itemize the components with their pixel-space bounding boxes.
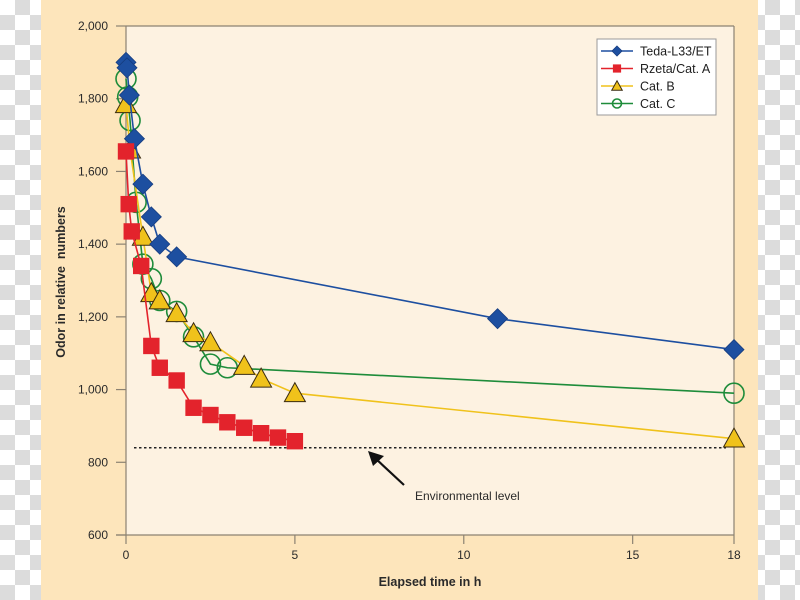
data-point-diamond <box>723 339 745 361</box>
series-rzeta-cat-a <box>117 143 304 450</box>
y-axis: 600 800 1,000 1,200 1,400 1,600 1,800 2,000 <box>78 19 735 542</box>
data-point-square <box>185 399 202 416</box>
y-tick-label: 2,000 <box>78 19 108 33</box>
y-tick-label: 600 <box>88 528 108 542</box>
y-tick-label: 1,800 <box>78 92 108 106</box>
data-point-square <box>120 195 137 213</box>
x-tick-label: 10 <box>457 548 471 562</box>
data-point-square <box>252 425 270 442</box>
data-point-diamond <box>118 84 140 106</box>
data-point-square <box>236 419 253 436</box>
data-point-circle <box>723 382 745 405</box>
data-point-circle <box>199 353 222 375</box>
legend-label: Cat. B <box>640 80 675 94</box>
data-point-square <box>151 359 168 376</box>
data-point-square <box>202 406 219 424</box>
legend-item: Cat. B <box>601 80 675 94</box>
legend-square-icon <box>612 64 622 73</box>
annotation-environmental-level: Environmental level <box>415 489 520 503</box>
legend-item: Cat. C <box>601 97 675 111</box>
legend-label: Rzeta/Cat. A <box>640 62 711 76</box>
series-line <box>125 62 735 351</box>
data-point-triangle <box>722 427 746 448</box>
legend-triangle-icon <box>610 79 624 91</box>
legend-label: Teda-L33/ET <box>640 45 712 59</box>
data-point-square <box>143 337 160 355</box>
y-tick-label: 800 <box>88 455 108 469</box>
data-point-square <box>117 143 135 160</box>
data-point-square <box>269 429 287 446</box>
legend-circle-icon <box>611 98 623 109</box>
data-point-triangle <box>249 367 273 388</box>
data-point-triangle <box>148 288 172 310</box>
y-axis-title: Odor in relative numbers <box>54 206 68 357</box>
y-tick-label: 1,400 <box>78 237 108 251</box>
series-cat-b <box>114 92 746 448</box>
data-point-diamond <box>486 308 509 330</box>
data-point-triangle <box>165 301 189 323</box>
data-point-diamond <box>140 206 162 228</box>
data-point-triangle <box>199 330 222 352</box>
legend: Teda-L33/ET Rzeta/Cat. A Cat. B Cat. C <box>596 38 717 116</box>
x-tick-label: 15 <box>626 548 640 562</box>
data-point-square <box>286 432 304 450</box>
data-point-diamond <box>132 173 154 195</box>
data-point-diamond <box>149 233 171 255</box>
data-point-square <box>133 257 150 275</box>
arrow-head-icon <box>368 451 384 466</box>
y-tick-label: 1,200 <box>78 310 108 324</box>
legend-item: Rzeta/Cat. A <box>601 62 711 76</box>
data-point-triangle <box>182 321 205 343</box>
legend-item: Teda-L33/ET <box>601 45 712 59</box>
x-tick-label: 0 <box>123 548 130 562</box>
x-tick-label: 5 <box>292 548 299 562</box>
data-point-diamond <box>166 246 188 268</box>
data-point-square <box>123 223 140 240</box>
annotation-arrow <box>368 451 405 486</box>
data-point-square <box>219 414 236 431</box>
legend-diamond-icon <box>611 45 623 57</box>
x-axis: 0 5 10 15 18 <box>116 534 741 562</box>
data-point-diamond <box>116 57 138 79</box>
x-axis-title: Elapsed time in h <box>379 575 482 589</box>
y-tick-label: 1,600 <box>78 164 108 178</box>
series-layer <box>114 51 746 450</box>
legend-label: Cat. C <box>640 97 675 111</box>
data-point-triangle <box>283 381 307 403</box>
y-tick-label: 1,000 <box>78 383 108 397</box>
data-point-square <box>168 372 185 389</box>
x-tick-label: 18 <box>727 548 741 562</box>
data-point-triangle <box>232 354 256 375</box>
